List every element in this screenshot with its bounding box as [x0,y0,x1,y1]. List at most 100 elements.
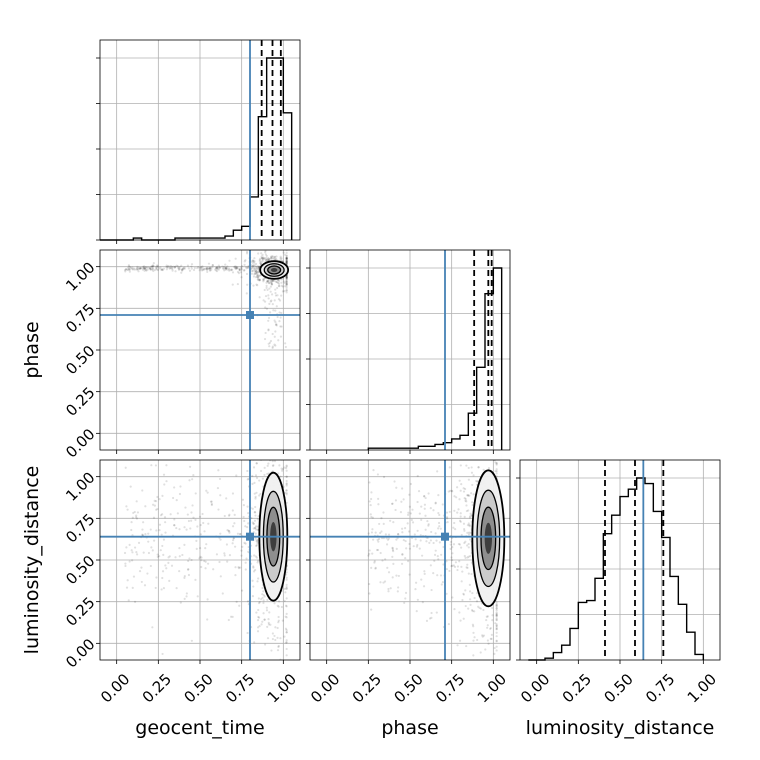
scatter-point [432,541,435,545]
scatter-point [277,280,281,283]
scatter-point [430,616,433,619]
scatter-point [495,462,498,465]
scatter-point [149,268,152,271]
scatter-point [437,558,440,561]
scatter-point [496,662,498,664]
scatter-point [135,551,138,554]
scatter-point [285,257,288,260]
scatter-point [256,626,260,629]
scatter-point [494,470,497,473]
scatter-point [463,496,466,500]
scatter-point [241,498,245,501]
scatter-point [166,265,169,268]
scatter-point [285,451,287,453]
scatter-point [449,543,452,546]
scatter-point [252,275,256,278]
scatter-point [283,466,286,469]
scatter-point [144,533,147,536]
scatter-point [152,267,155,270]
scatter-point [453,509,456,512]
scatter-point [171,267,174,271]
scatter-point [243,260,246,263]
scatter-point [231,539,235,542]
scatter-point [262,256,265,259]
scatter-point [185,592,188,595]
scatter-point [274,323,278,326]
scatter-point [133,510,136,514]
scatter-point [281,469,284,472]
scatter-point [456,568,459,572]
scatter-point [126,268,129,271]
scatter-point [136,268,139,271]
scatter-point [471,623,475,626]
scatter-point [280,257,283,260]
scatter-point [255,544,258,547]
scatter-point [495,605,498,608]
scatter-point [476,638,479,642]
scatter-point [453,495,456,498]
scatter-point [202,521,205,525]
scatter-point [268,720,270,722]
scatter-point [258,279,261,282]
scatter-point [198,269,201,272]
scatter-point [275,280,278,284]
scatter-point [253,527,257,530]
scatter-point [495,609,498,612]
scatter-point [467,607,470,610]
scatter-point [486,626,489,629]
scatter-point [256,541,259,544]
scatter-point [167,561,170,564]
scatter-point [177,267,180,270]
scatter-point [418,547,421,550]
scatter-point [429,507,432,510]
scatter-point [482,634,486,637]
scatter-point [223,269,226,272]
scatter-point [286,454,288,456]
scatter-point [136,511,140,514]
scatter-point [461,570,464,573]
scatter-point [462,617,465,620]
scatter-point [155,266,158,269]
scatter-point [447,490,450,493]
scatter-point [264,306,267,309]
scatter-point [143,266,146,270]
scatter-point [453,565,457,568]
scatter-point [262,299,265,302]
scatter-point [197,265,200,269]
scatter-point [274,344,277,347]
scatter-point [491,614,494,617]
scatter-point [467,685,469,687]
scatter-point [255,539,258,543]
scatter-point [465,566,468,569]
scatter-point [495,614,498,617]
scatter-point [236,266,239,269]
scatter-point [267,316,271,320]
scatter-point [222,267,225,270]
scatter-point [201,266,204,269]
scatter-point [285,631,288,634]
scatter-point [271,345,274,348]
scatter-point [275,305,278,308]
scatter-point [460,483,463,486]
scatter-point [476,592,479,595]
scatter-point [199,523,202,527]
scatter-point [136,265,139,269]
scatter-point [177,268,181,271]
scatter-point [143,267,146,271]
scatter-point [491,619,494,622]
scatter-point [430,530,433,534]
scatter-point [367,532,370,535]
scatter-point [256,275,259,278]
scatter-point [271,332,274,336]
scatter-point [187,573,191,577]
scatter-point [479,607,482,610]
scatter-point [276,649,280,652]
scatter-point [376,538,379,541]
scatter-point [273,343,276,346]
scatter-point [407,513,410,516]
scatter-point [277,615,280,619]
scatter-point [495,615,498,618]
scatter-point [129,265,132,269]
x-tick-label: 0.75 [222,670,258,706]
scatter-point [377,540,380,543]
